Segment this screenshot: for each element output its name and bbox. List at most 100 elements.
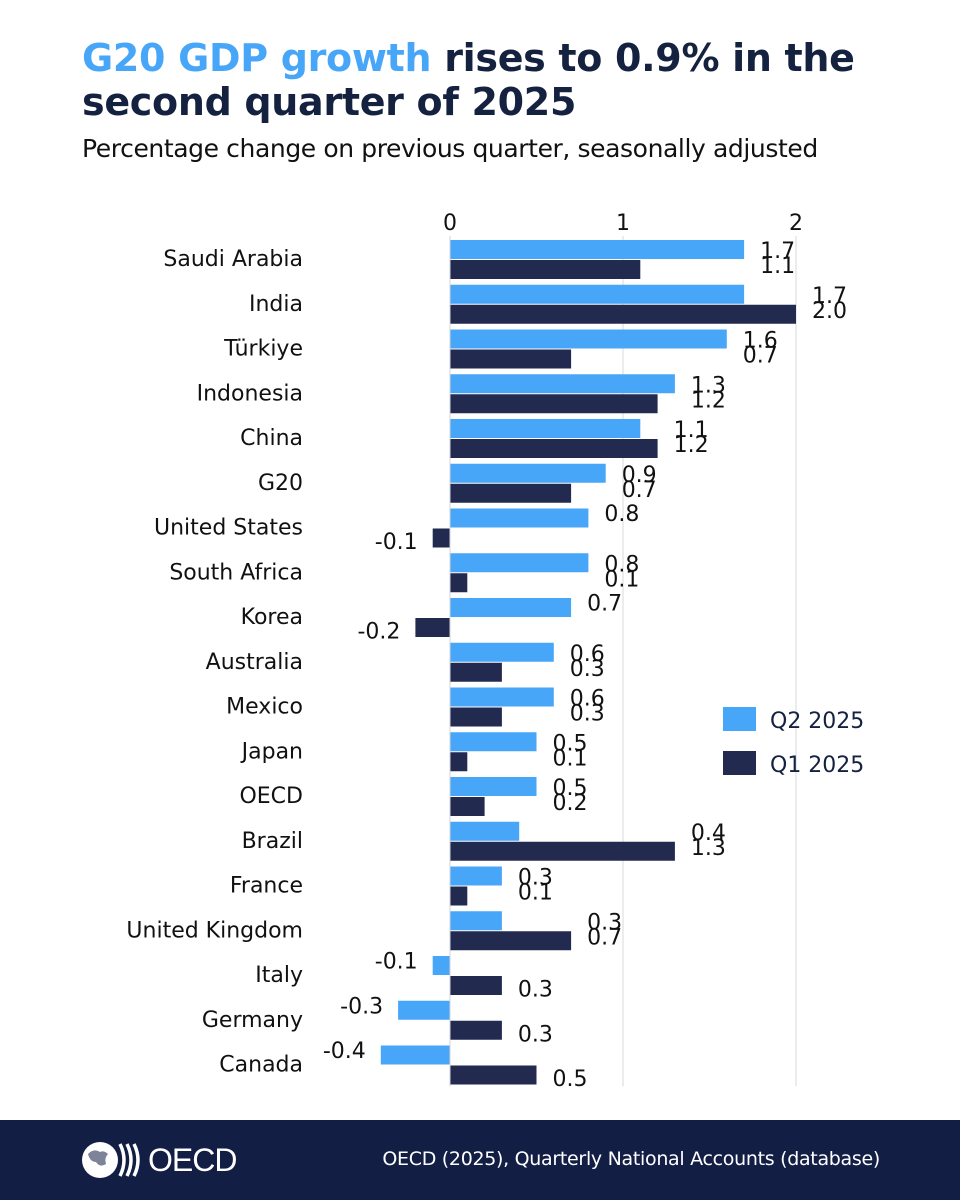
- data-label: 0.6: [570, 642, 605, 667]
- legend-label: Q2 2025: [770, 709, 864, 734]
- category-label: Italy: [255, 963, 303, 988]
- bar-q1: [450, 394, 658, 414]
- bar-q2: [398, 1000, 450, 1020]
- legend-swatch: [723, 751, 756, 775]
- data-label: 0.5: [553, 731, 588, 756]
- data-label: 0.5: [553, 776, 588, 801]
- data-label: 0.5: [553, 1067, 588, 1092]
- category-label: France: [230, 874, 303, 899]
- category-label: Canada: [219, 1053, 303, 1078]
- data-label: 0.7: [622, 478, 657, 503]
- data-label: 0.3: [570, 702, 605, 727]
- data-label: -0.2: [357, 620, 400, 645]
- bar-q1: [450, 260, 641, 279]
- bar-q1: [450, 707, 502, 727]
- data-label: 0.3: [587, 910, 622, 935]
- data-label: 0.3: [518, 978, 553, 1003]
- category-label: Australia: [206, 650, 303, 675]
- category-label: United Kingdom: [126, 918, 303, 943]
- bar-q1: [432, 528, 450, 548]
- data-label: 1.6: [743, 329, 778, 354]
- data-label: 0.4: [691, 821, 726, 846]
- x-tick-label: 0: [443, 211, 457, 236]
- category-label: OECD: [239, 784, 303, 809]
- data-label: 0.3: [518, 1022, 553, 1047]
- bar-q2: [450, 419, 641, 438]
- data-label: 0.9: [622, 463, 657, 488]
- bar-q1: [450, 349, 572, 369]
- bar-q1: [415, 618, 450, 637]
- bar-q2: [450, 911, 502, 931]
- data-label: 0.8: [604, 502, 639, 527]
- bar-q1: [450, 976, 502, 995]
- bar-q1: [450, 1020, 502, 1040]
- legend-label: Q1 2025: [770, 753, 864, 778]
- title-rest: rises to 0.9% in the second quarter of 2…: [82, 36, 855, 124]
- category-label: Korea: [241, 605, 303, 630]
- bar-q2: [450, 777, 537, 796]
- bar-q2: [450, 598, 572, 617]
- category-label: South Africa: [169, 560, 303, 585]
- bar-q2: [450, 463, 606, 483]
- bar-q2: [450, 240, 745, 259]
- data-label: 1.2: [691, 388, 726, 413]
- bar-q2: [432, 956, 450, 975]
- data-label: 1.7: [760, 239, 795, 264]
- category-label: Türkiye: [223, 337, 303, 362]
- data-label: 1.3: [691, 373, 726, 398]
- bar-q2: [450, 732, 537, 752]
- title-highlight: G20 GDP growth: [82, 36, 432, 80]
- data-label: -0.1: [375, 950, 418, 975]
- data-label: 0.7: [587, 592, 622, 617]
- category-label: Mexico: [226, 695, 303, 720]
- data-label: 0.1: [518, 881, 553, 906]
- chart-title: G20 GDP growth rises to 0.9% in the seco…: [82, 36, 942, 124]
- data-label: 1.3: [691, 836, 726, 861]
- bar-q2: [450, 687, 554, 707]
- globe-icon: [82, 1142, 140, 1178]
- data-label: -0.1: [375, 530, 418, 555]
- bar-q1: [450, 304, 796, 324]
- x-tick-label: 1: [616, 211, 630, 236]
- x-tick-label: 2: [789, 211, 803, 236]
- data-label: 0.2: [553, 791, 588, 816]
- category-label: China: [240, 426, 303, 451]
- bar-q1: [450, 573, 468, 593]
- bar-q2: [380, 1045, 450, 1065]
- data-label: 0.8: [604, 552, 639, 577]
- category-label: G20: [258, 471, 303, 496]
- data-label: 0.1: [553, 746, 588, 771]
- data-label: 1.1: [674, 418, 709, 443]
- bar-q2: [450, 821, 520, 841]
- bar-q1: [450, 841, 675, 861]
- footer: OECD OECD (2025), Quarterly National Acc…: [0, 1120, 960, 1200]
- data-label: 2.0: [812, 299, 847, 324]
- data-label: 1.7: [812, 284, 847, 309]
- bar-q2: [450, 866, 502, 886]
- oecd-logo[interactable]: OECD: [80, 1140, 237, 1180]
- category-label: Germany: [202, 1008, 303, 1033]
- bar-q1: [450, 662, 502, 682]
- bar-q2: [450, 329, 727, 349]
- data-label: 0.7: [743, 344, 778, 369]
- bar-q2: [450, 553, 589, 573]
- category-label: Saudi Arabia: [163, 247, 303, 272]
- data-label: 0.6: [570, 687, 605, 712]
- bar-q1: [450, 483, 572, 503]
- source-note: OECD (2025), Quarterly National Accounts…: [382, 1148, 880, 1170]
- chart-subtitle: Percentage change on previous quarter, s…: [82, 134, 818, 163]
- data-label: 0.1: [604, 567, 639, 592]
- bar-q2: [450, 284, 745, 304]
- bar-q1: [450, 752, 468, 772]
- bar-q1: [450, 1065, 537, 1085]
- bar-q1: [450, 439, 658, 458]
- bar-q2: [450, 508, 589, 528]
- bar-q1: [450, 797, 485, 816]
- bar-q2: [450, 642, 554, 662]
- category-label: Japan: [240, 739, 303, 764]
- data-label: 1.2: [674, 433, 709, 458]
- bar-q1: [450, 886, 468, 906]
- data-label: 0.7: [587, 925, 622, 950]
- data-label: 1.1: [760, 254, 795, 279]
